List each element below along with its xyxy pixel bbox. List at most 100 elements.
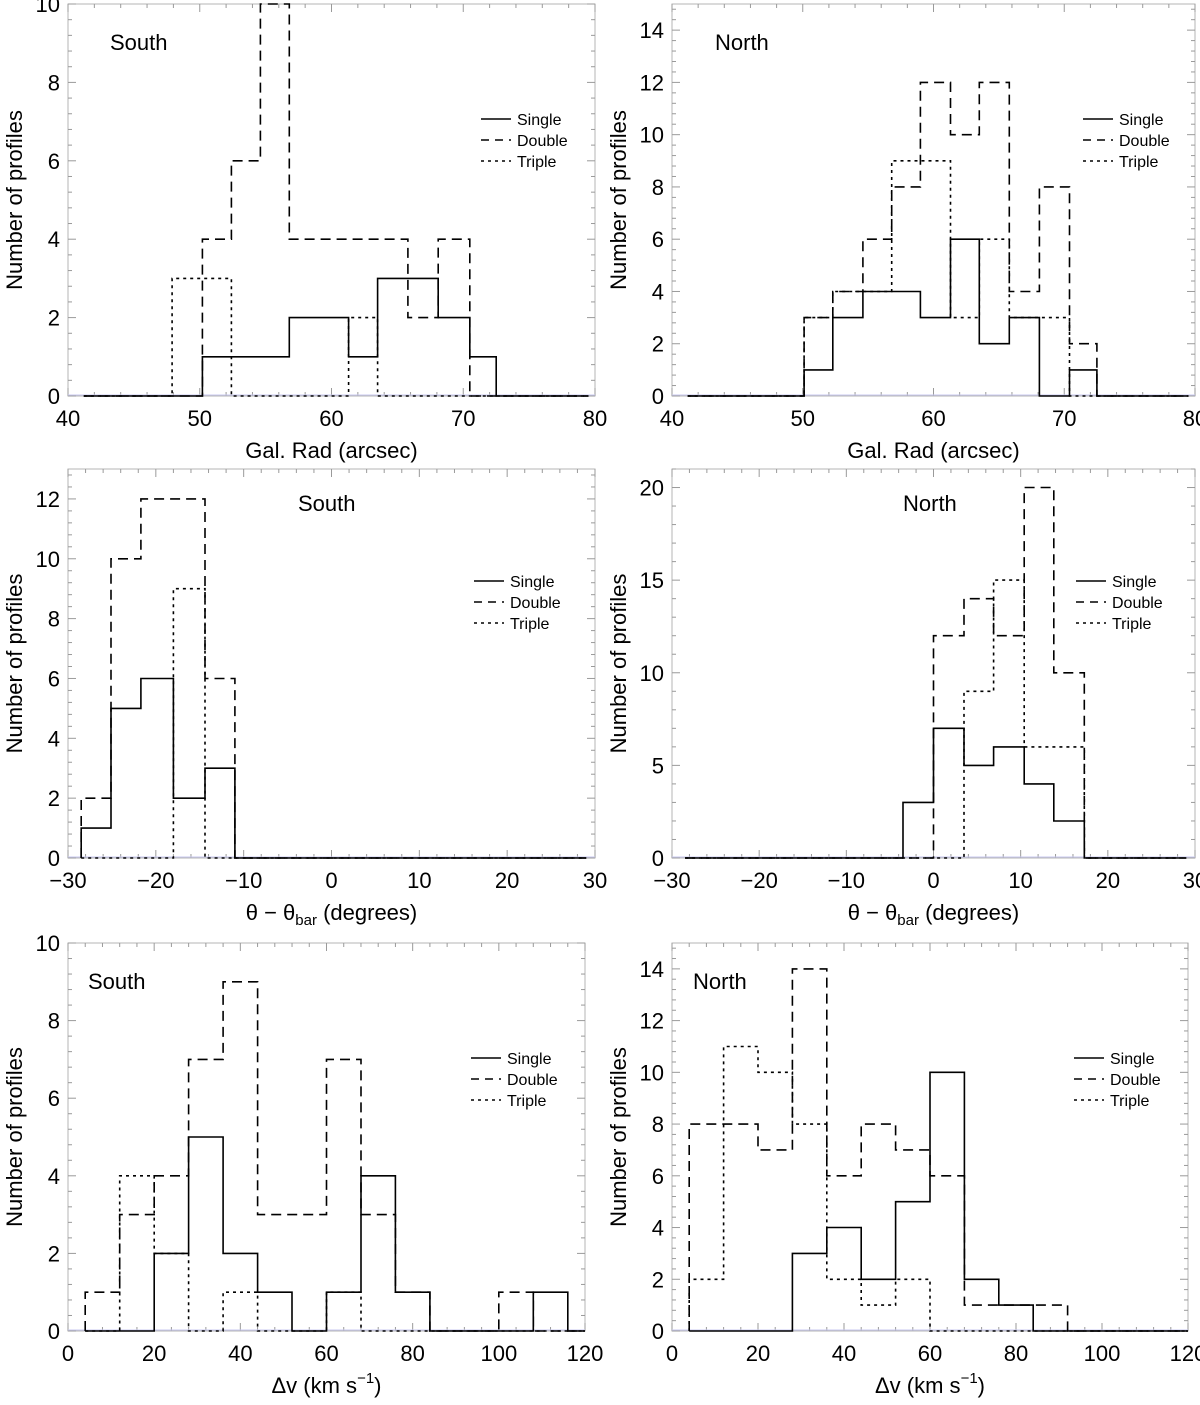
x-tick-label: 10: [407, 868, 431, 893]
y-tick-label: 8: [652, 1112, 664, 1137]
x-tick-label: 40: [660, 406, 684, 431]
y-tick-label: 4: [48, 227, 60, 252]
x-tick-label: 60: [918, 1341, 942, 1366]
legend-single-label: Single: [1112, 574, 1157, 591]
y-tick-label: 2: [48, 786, 60, 811]
y-tick-label: 2: [652, 332, 664, 357]
series-single-line: [687, 238, 1189, 397]
series-double-line: [84, 981, 585, 1332]
x-axis-label: Gal. Rad (arcsec): [847, 438, 1019, 463]
y-tick-label: 8: [48, 607, 60, 632]
legend-double-label: Double: [510, 595, 561, 612]
legend-single-label: Single: [507, 1051, 552, 1068]
y-tick-label: 10: [36, 931, 60, 956]
y-tick-label: 4: [652, 279, 664, 304]
panel-3: −30 −20 −10 0 10 20 30 0 2 4 6 8 10 12 Number of profi…: [2, 468, 607, 929]
legend: Single Double Triple: [474, 574, 561, 633]
x-tick-label: 30: [1183, 868, 1200, 893]
y-axis-label: Number of profiles: [2, 574, 27, 754]
x-tick-label: 20: [1096, 868, 1120, 893]
x-tick-label: 80: [400, 1341, 424, 1366]
y-tick-label: 12: [36, 487, 60, 512]
panel-1: 40 50 60 70 80 0 2 4 6 8 10 Number of profiles Gal. …: [2, 0, 607, 463]
x-tick-label: 20: [142, 1341, 166, 1366]
panel-title: North: [693, 969, 747, 994]
x-tick-label: 0: [927, 868, 939, 893]
x-tick-label: 0: [325, 868, 337, 893]
x-tick-label: 60: [314, 1341, 338, 1366]
x-tick-label: 50: [188, 406, 212, 431]
legend-single-label: Single: [517, 112, 562, 129]
series-double-line: [685, 486, 1187, 859]
y-tick-label: 0: [652, 1319, 664, 1344]
y-tick-label: 2: [48, 306, 60, 331]
legend: Single Double Triple: [1076, 574, 1163, 633]
y-tick-label: 15: [640, 568, 664, 593]
y-tick-label: 4: [48, 1164, 60, 1189]
y-tick-label: 6: [48, 1086, 60, 1111]
series-single-line: [685, 727, 1187, 859]
x-tick-label: 20: [495, 868, 519, 893]
y-tick-label: 8: [48, 70, 60, 95]
y-axis-label: Number of profiles: [606, 110, 631, 290]
x-tick-label: 10: [1008, 868, 1032, 893]
x-tick-label: 50: [791, 406, 815, 431]
series-double-line: [83, 3, 589, 397]
x-tick-label: 80: [1183, 406, 1200, 431]
plot-frame: [671, 3, 1196, 397]
legend-single-label: Single: [1119, 112, 1164, 129]
y-tick-label: 10: [36, 0, 60, 17]
y-tick-label: 10: [640, 123, 664, 148]
y-tick-label: 2: [652, 1267, 664, 1292]
y-tick-label: 8: [48, 1009, 60, 1034]
panel-5: 0 20 40 60 80 100 120 0 2 4 6 8 10 Number of profiles…: [2, 931, 603, 1398]
legend: Single Double Triple: [481, 112, 568, 171]
y-tick-label: 8: [652, 175, 664, 200]
y-tick-label: 12: [640, 1009, 664, 1034]
x-tick-label: 120: [567, 1341, 604, 1366]
panel-title: South: [110, 30, 168, 55]
y-axis-label: Number of profiles: [2, 1047, 27, 1227]
y-axis-label: Number of profiles: [606, 574, 631, 754]
y-tick-label: 10: [640, 661, 664, 686]
x-tick-label: 20: [746, 1341, 770, 1366]
y-tick-label: 12: [640, 70, 664, 95]
y-tick-label: 6: [652, 227, 664, 252]
x-axis-label: θ − θbar (degrees): [246, 900, 418, 929]
x-tick-label: 100: [1084, 1341, 1121, 1366]
series-single-line: [80, 677, 587, 859]
y-tick-label: 4: [652, 1216, 664, 1241]
x-tick-label: −20: [741, 868, 778, 893]
x-tick-label: 70: [1052, 406, 1076, 431]
y-tick-label: 10: [36, 547, 60, 572]
legend-triple-label: Triple: [1110, 1093, 1150, 1110]
panel-6: 0 20 40 60 80 100 120 0 2 4 6 8 10 12 14 Number of prof…: [606, 942, 1200, 1398]
x-tick-label: 40: [228, 1341, 252, 1366]
y-tick-label: 0: [48, 1319, 60, 1344]
legend-double-label: Double: [1110, 1072, 1161, 1089]
x-axis-label: Δv (km s−1): [875, 1370, 985, 1398]
y-tick-label: 0: [652, 384, 664, 409]
panel-title: South: [298, 491, 356, 516]
y-tick-label: 4: [48, 726, 60, 751]
panel-2: 40 50 60 70 80 0 2 4 6 8 10 12 14 Number of profiles G…: [606, 3, 1200, 463]
x-axis-label: Δv (km s−1): [271, 1370, 381, 1398]
series-double-line: [687, 81, 1189, 397]
legend-triple-label: Triple: [1112, 616, 1152, 633]
panel-4: −30 −20 −10 0 10 20 30 0 5 10 15 20 Number of profil…: [606, 468, 1200, 929]
panel-title: North: [715, 30, 769, 55]
legend-double-label: Double: [1119, 133, 1170, 150]
series-double-line: [688, 968, 1188, 1332]
y-tick-label: 14: [640, 18, 664, 43]
legend-triple-label: Triple: [510, 616, 550, 633]
legend-double-label: Double: [1112, 595, 1163, 612]
y-tick-label: 6: [48, 149, 60, 174]
x-tick-label: 40: [56, 406, 80, 431]
y-axis-label: Number of profiles: [606, 1047, 631, 1227]
x-tick-label: 120: [1170, 1341, 1200, 1366]
x-tick-label: 0: [62, 1341, 74, 1366]
legend-double-label: Double: [517, 133, 568, 150]
x-tick-label: 80: [583, 406, 607, 431]
legend: Single Double Triple: [1083, 112, 1170, 171]
x-tick-label: −30: [49, 868, 86, 893]
